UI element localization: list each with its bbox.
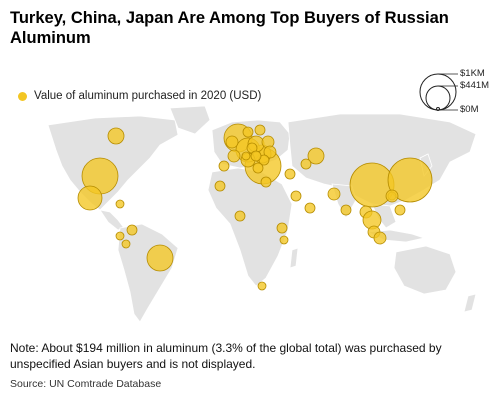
world-map: [47, 105, 477, 323]
bubble-kenya: [276, 222, 288, 234]
bubble-japan: [387, 157, 433, 203]
size-legend-label-small: $0M: [460, 104, 479, 115]
bubble-france: [227, 149, 241, 163]
bubble-layer: [77, 123, 433, 291]
bubble-united-kingdom: [225, 135, 239, 149]
bubble-india: [327, 187, 341, 201]
legend-dot: [18, 91, 27, 101]
bubble-philippines: [394, 204, 406, 216]
bubble-sweden: [242, 126, 254, 138]
bubble-kazakhstan: [307, 147, 325, 165]
bubble-south-korea: [385, 189, 399, 203]
bubble-nigeria: [234, 210, 246, 222]
bubble-uae: [304, 202, 316, 214]
bubble-iran: [284, 168, 296, 180]
greenland-land: [169, 105, 211, 135]
legend-label: Value of aluminum purchased in 2020 (USD…: [34, 90, 262, 102]
australia-land: [393, 245, 457, 295]
bubble-tanzania: [279, 235, 289, 245]
bubble-morocco: [214, 180, 226, 192]
madagascar-land: [289, 247, 299, 269]
bubble-indonesia: [373, 231, 387, 245]
bubble-cuba: [115, 199, 125, 209]
bubble-mexico: [77, 185, 103, 211]
bubble-slovenia: [241, 151, 251, 161]
bubble-ukraine: [263, 145, 277, 159]
chart-title: Turkey, China, Japan Are Among Top Buyer…: [10, 9, 449, 47]
bubble-greece: [252, 162, 264, 174]
bubble-colombia: [126, 224, 138, 236]
new-zealand-land: [463, 293, 477, 313]
central-america-land: [99, 209, 125, 231]
bubble-egypt: [260, 176, 272, 188]
bubble-uzbekistan: [300, 158, 312, 170]
south-america-land: [117, 223, 179, 323]
bubble-canada: [107, 127, 125, 145]
bubble-brazil: [146, 244, 174, 272]
color-legend: Value of aluminum purchased in 2020 (USD…: [18, 90, 261, 102]
bubble-peru: [121, 239, 131, 249]
bubble-saudi-arabia: [290, 190, 302, 202]
bubble-bangladesh: [340, 204, 352, 216]
footnote: Note: About $194 million in aluminum (3.…: [10, 341, 442, 371]
bubble-spain: [218, 160, 230, 172]
bubble-austria: [250, 150, 262, 162]
size-legend-circle-small: [436, 107, 440, 111]
source-note: Source: UN Comtrade Database: [10, 378, 162, 390]
bubble-south-africa: [257, 281, 267, 291]
size-legend: $1KM $441M $0M: [410, 60, 498, 122]
size-legend-circles: [419, 73, 458, 111]
size-legend-label-large: $1KM: [460, 68, 485, 79]
size-legend-label-medium: $441M: [460, 80, 490, 91]
bubble-finland: [254, 124, 266, 136]
bubble-ecuador: [115, 231, 125, 241]
